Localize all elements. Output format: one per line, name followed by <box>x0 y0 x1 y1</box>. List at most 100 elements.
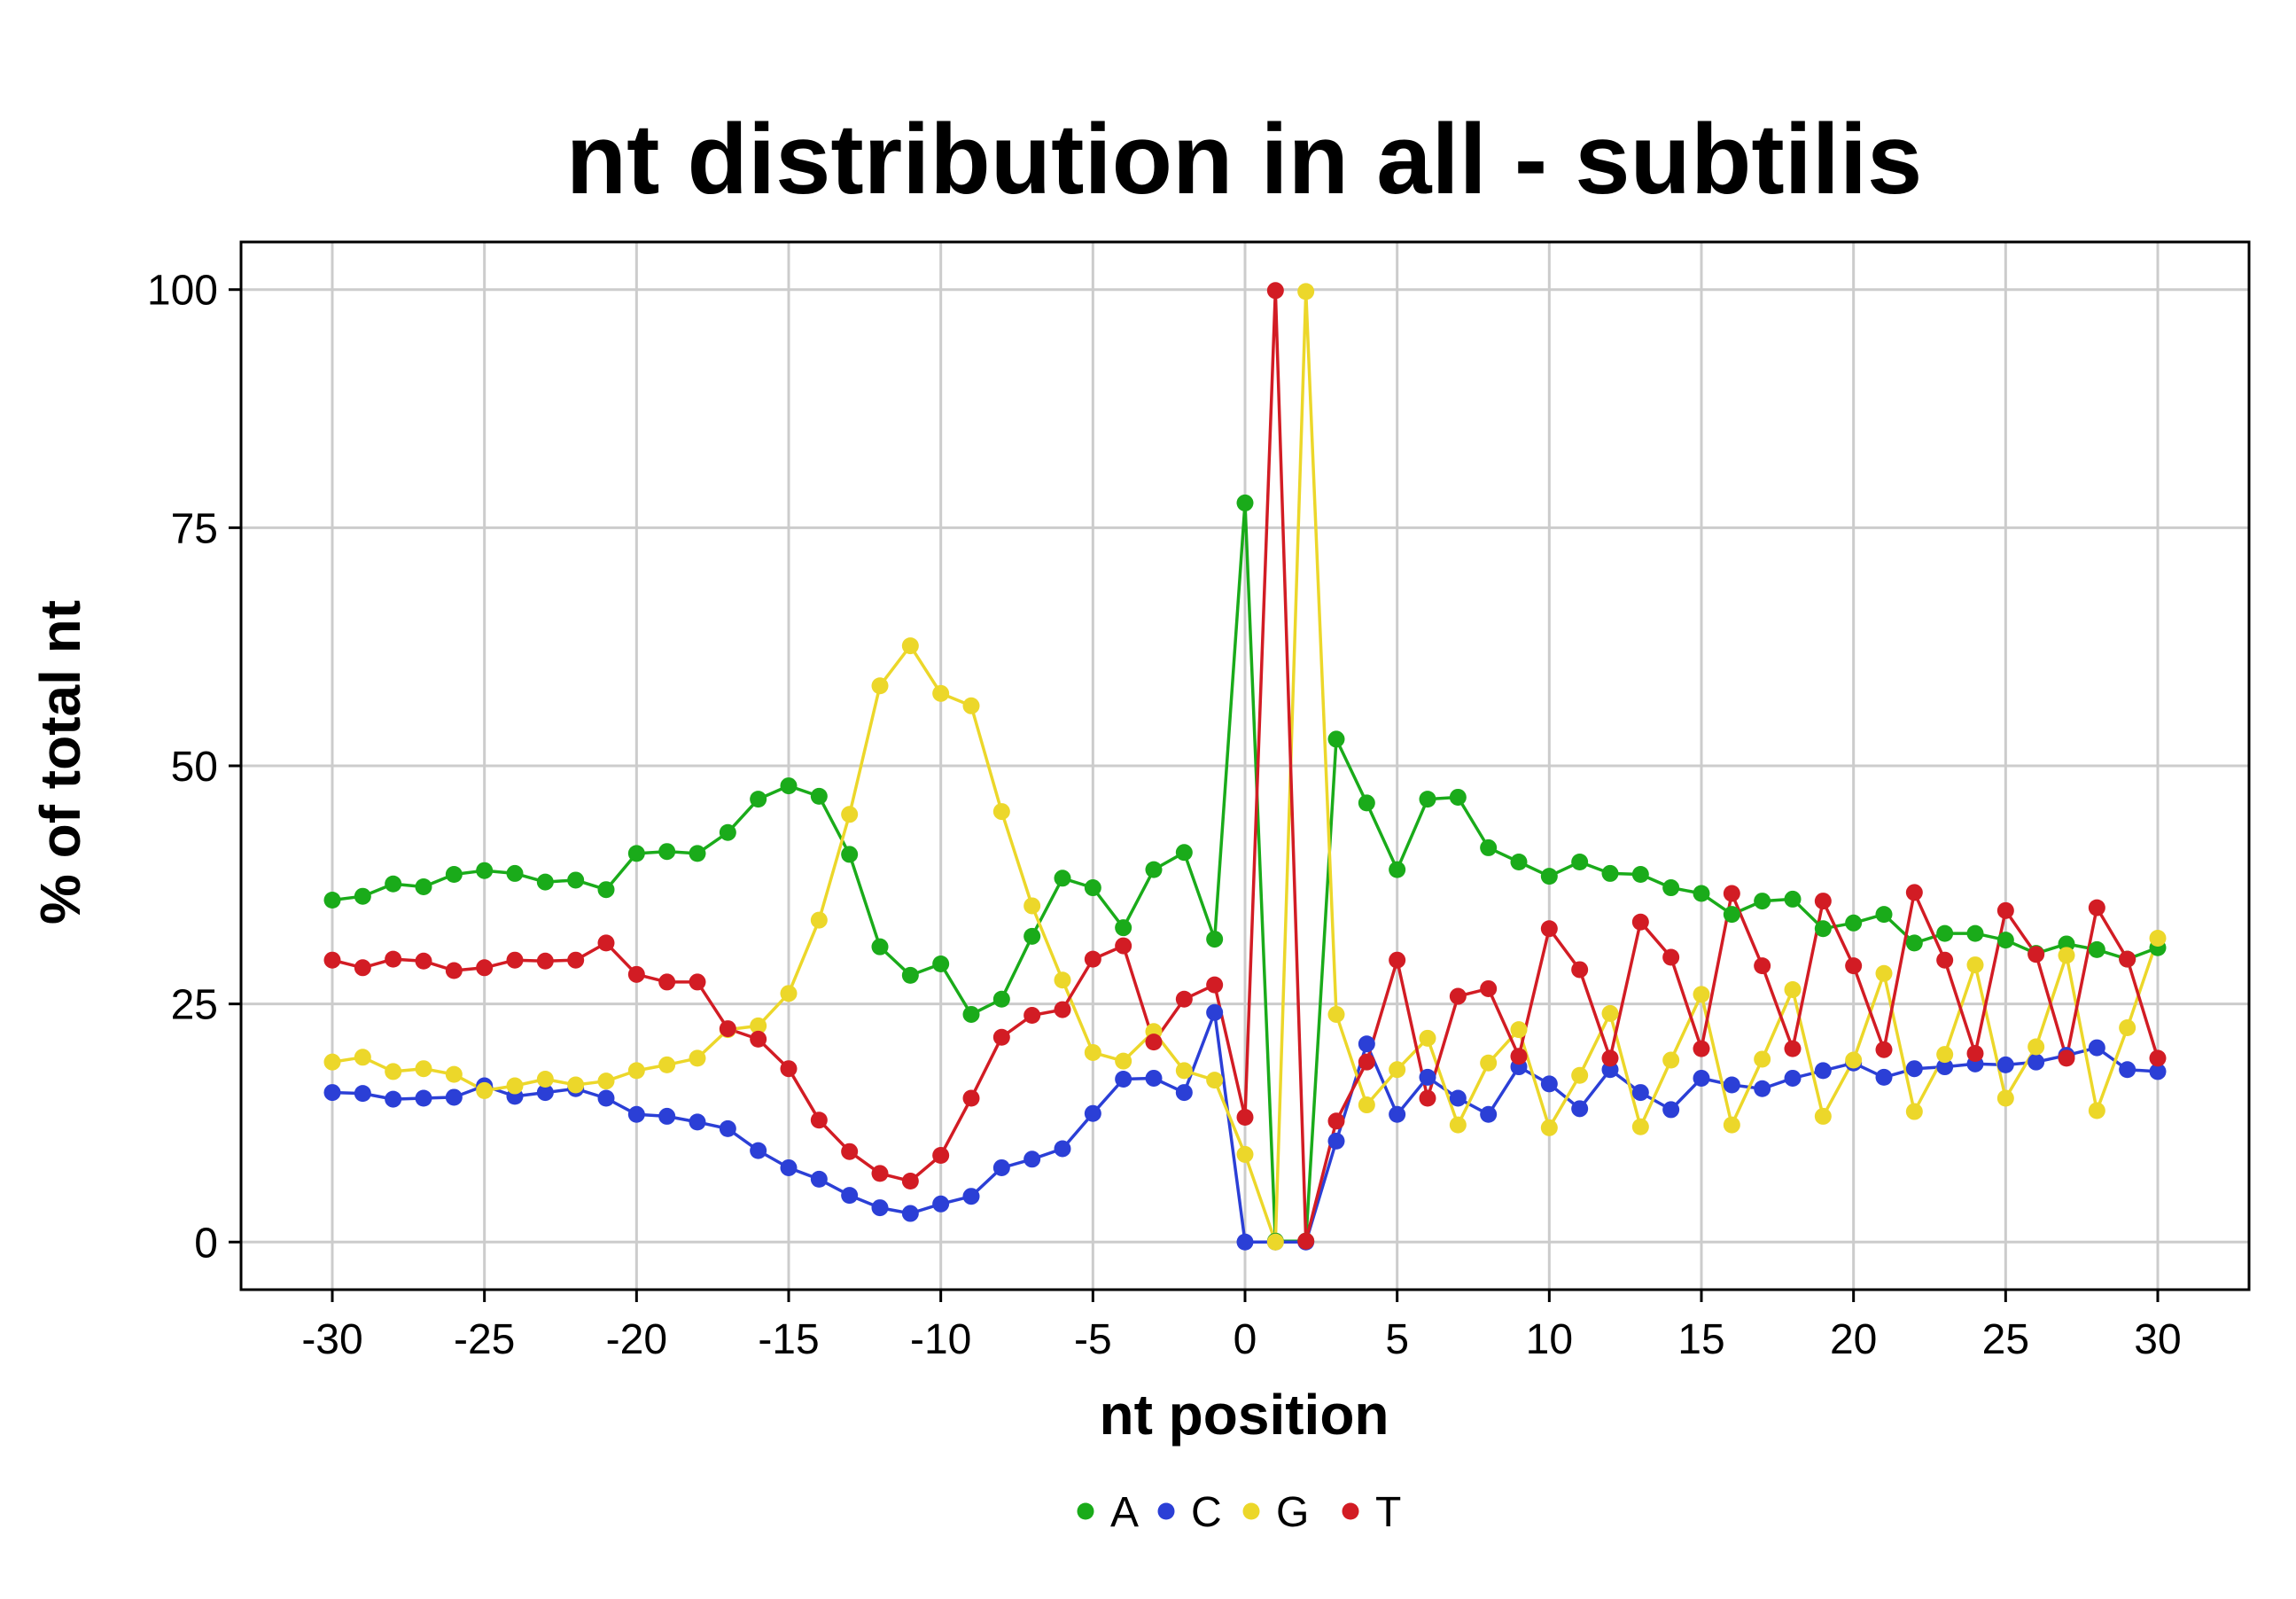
data-point-t <box>1631 913 1649 931</box>
x-tick-label: -10 <box>910 1316 971 1363</box>
data-point-a <box>1693 885 1710 902</box>
data-point-a <box>1236 494 1254 511</box>
data-point-c <box>2119 1061 2136 1079</box>
data-point-a <box>1054 870 1071 887</box>
data-point-g <box>1115 1052 1132 1070</box>
legend-marker-t <box>1342 1502 1359 1520</box>
data-point-t <box>476 959 494 977</box>
data-point-g <box>992 803 1010 821</box>
data-point-t <box>1115 937 1132 955</box>
data-point-a <box>1419 791 1436 808</box>
data-point-a <box>1754 893 1771 910</box>
data-point-c <box>354 1085 371 1103</box>
x-axis: -30 -25 -20 -15 -10 -5 0 5 10 15 20 25 30 <box>301 1290 2182 1363</box>
x-tick-label: -5 <box>1074 1316 1112 1363</box>
data-point-a <box>385 875 402 893</box>
data-point-c <box>1875 1068 1893 1086</box>
data-point-g <box>445 1065 463 1083</box>
data-point-c <box>1206 1003 1224 1021</box>
data-point-t <box>689 973 706 991</box>
data-point-a <box>719 823 736 841</box>
data-point-g <box>1419 1029 1436 1047</box>
x-tick-label: 10 <box>1526 1316 1573 1363</box>
data-point-t <box>1358 1053 1375 1071</box>
data-point-c <box>1814 1062 1832 1080</box>
data-point-t <box>932 1146 950 1164</box>
data-point-g <box>1449 1116 1467 1134</box>
data-point-a <box>1996 932 2014 949</box>
data-point-a <box>750 791 767 808</box>
data-point-c <box>1145 1069 1163 1087</box>
data-point-t <box>1419 1089 1436 1107</box>
data-point-t <box>2149 1049 2167 1067</box>
data-point-a <box>932 956 950 973</box>
data-point-t <box>385 950 402 968</box>
data-point-c <box>1693 1069 1710 1087</box>
data-point-t <box>1845 957 1863 975</box>
data-point-a <box>2088 940 2105 958</box>
legend-label-a: A <box>1110 1489 1139 1536</box>
data-point-a <box>445 865 463 883</box>
data-point-g <box>901 637 919 655</box>
y-tick-label: 50 <box>171 744 218 791</box>
data-point-c <box>932 1195 950 1213</box>
data-point-g <box>1936 1046 1954 1064</box>
y-axis: 0 25 50 75 100 <box>147 268 241 1267</box>
data-point-t <box>445 962 463 979</box>
data-point-a <box>1784 890 1802 908</box>
data-point-g <box>1814 1107 1832 1125</box>
data-point-g <box>750 1017 767 1034</box>
data-point-g <box>1631 1118 1649 1135</box>
data-point-t <box>841 1143 859 1160</box>
data-point-c <box>1480 1105 1498 1123</box>
data-point-t <box>1327 1112 1345 1130</box>
data-point-g <box>658 1056 676 1073</box>
x-axis-title: nt position <box>1099 1383 1389 1447</box>
data-point-c <box>750 1142 767 1159</box>
data-point-t <box>567 951 585 969</box>
data-point-t <box>1754 957 1771 975</box>
data-point-t <box>780 1060 798 1078</box>
data-point-t <box>1145 1034 1163 1051</box>
data-point-g <box>354 1049 371 1066</box>
data-point-t <box>1449 987 1467 1005</box>
data-point-g <box>476 1081 494 1099</box>
x-tick-label: -15 <box>758 1316 819 1363</box>
data-point-c <box>992 1158 1010 1176</box>
data-point-t <box>354 959 371 977</box>
data-point-a <box>567 871 585 889</box>
data-point-a <box>1936 924 1954 942</box>
data-point-t <box>871 1165 889 1182</box>
data-point-g <box>506 1077 524 1095</box>
data-point-a <box>1814 920 1832 938</box>
data-point-g <box>2149 929 2167 947</box>
data-point-t <box>323 951 341 969</box>
data-point-t <box>1389 951 1406 969</box>
data-point-a <box>1480 838 1498 856</box>
data-point-g <box>1510 1021 1528 1039</box>
data-point-g <box>2119 1019 2136 1036</box>
data-point-c <box>1054 1140 1071 1158</box>
y-tick-label: 75 <box>171 505 218 552</box>
data-point-a <box>1327 730 1345 748</box>
data-point-a <box>1510 854 1528 871</box>
data-point-c <box>1540 1075 1558 1093</box>
data-point-g <box>415 1060 432 1078</box>
data-point-t <box>1023 1007 1041 1025</box>
data-point-g <box>1206 1072 1224 1089</box>
x-tick-label: -30 <box>301 1316 362 1363</box>
data-point-c <box>1571 1100 1589 1118</box>
data-point-t <box>750 1030 767 1048</box>
data-point-t <box>1175 990 1193 1008</box>
data-point-a <box>1571 854 1589 871</box>
data-point-t <box>1723 885 1740 902</box>
data-point-a <box>1540 868 1558 885</box>
data-point-g <box>1054 971 1071 989</box>
data-point-g <box>1540 1119 1558 1136</box>
data-point-g <box>1601 1004 1619 1022</box>
data-point-t <box>1206 976 1224 994</box>
data-point-g <box>1480 1054 1498 1072</box>
data-point-g <box>780 985 798 1002</box>
data-point-t <box>1540 920 1558 938</box>
y-axis-title: % of total nt <box>28 600 92 924</box>
